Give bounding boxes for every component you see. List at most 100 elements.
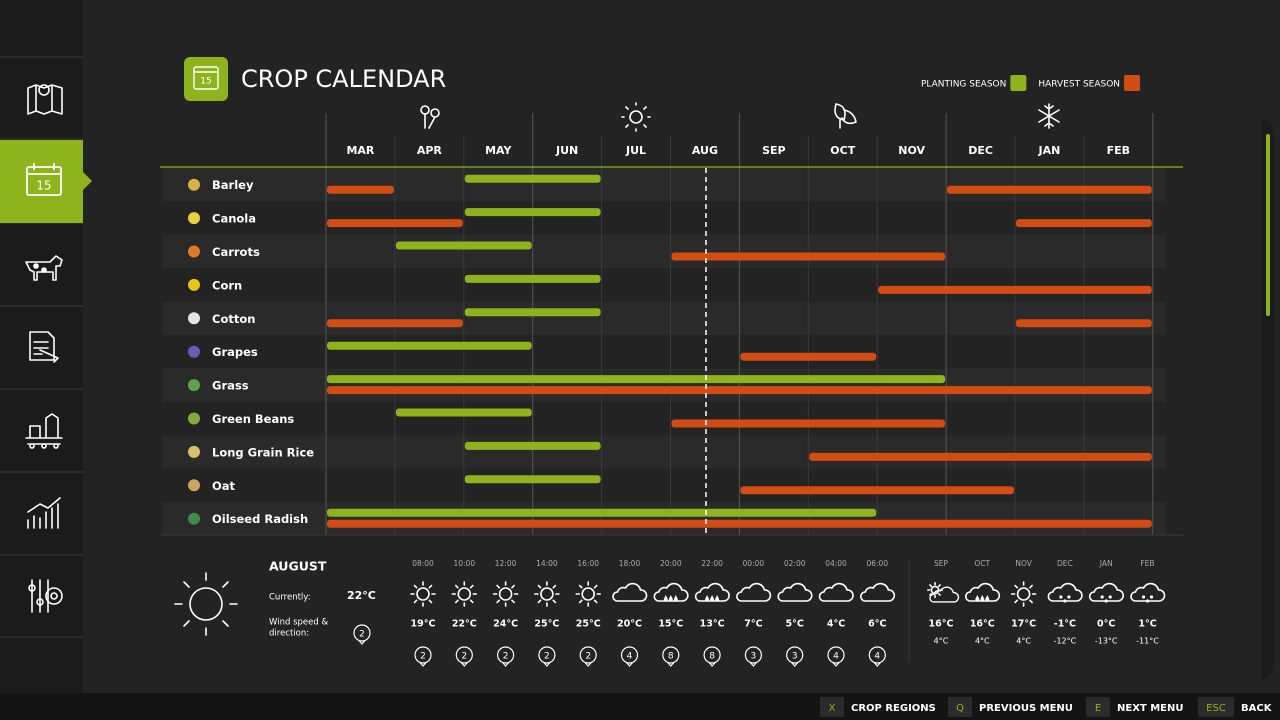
wind-speed: 2 [585,652,591,662]
sun-ray [469,584,474,589]
crop-name: Corn [212,278,242,292]
sun-ray [496,599,501,604]
sun-ray [929,584,932,587]
sun-ray [929,593,932,596]
scrollbar[interactable] [1262,118,1274,680]
harvest-bar [327,386,1152,395]
cloud [777,582,813,602]
planting-bar [395,408,532,417]
wind-circle [703,646,721,664]
map-tab[interactable] [27,84,63,115]
footer-button[interactable]: X CROP REGIONS [820,697,936,717]
summer-icon [621,102,651,132]
winter-icon [1038,103,1060,129]
footer-button[interactable]: E NEXT MENU [1086,697,1183,717]
day-high: 17°C [1011,619,1036,630]
crop-name: Green Beans [212,412,294,426]
statistics-tab[interactable] [27,497,61,529]
day-low: 4°C [934,637,949,646]
sun-ray [578,599,583,604]
planting-bar [327,341,532,350]
sun-ray [1029,599,1033,604]
crop-icon [188,412,200,425]
hour-temp: 15°C [658,619,683,630]
sun-ray [511,584,515,589]
cloud [1088,582,1124,602]
calendar-tab[interactable]: 15 [0,140,92,223]
crop-name: Carrots [212,245,260,259]
planting-bar [464,308,601,317]
planting-bar [327,375,946,384]
weather-icon [1130,582,1166,603]
crop-name: Grass [212,379,249,393]
title: CROP CALENDAR [241,65,446,93]
weather-icon [777,582,813,602]
planting-bar [464,274,601,283]
snow-flake [1063,599,1067,603]
wind-circle [620,646,639,664]
crop-name: Oat [212,479,236,493]
cloud [818,582,854,602]
month-label: MAY [485,144,512,157]
weather-icon [612,582,648,602]
sun-ray [413,584,418,589]
cloud [1130,582,1166,602]
month-label: NOV [898,144,925,157]
hour-temp: 6°C [868,619,886,630]
crop-icon [188,212,200,225]
hour-temp: 4°C [827,619,845,630]
wind-circle [455,646,473,664]
row-bg [162,335,1166,369]
legend-label: HARVEST SEASON [1038,80,1120,90]
wind-indicator: 2 [414,646,432,667]
harvest-bar [327,519,1152,528]
hour-label: 08:00 [412,559,434,568]
row-bg [162,401,1166,436]
sun-ray [469,599,474,604]
key-box [1198,697,1234,717]
season-icons [420,102,1060,132]
harvest-bar [740,352,877,361]
snow-flake [1104,599,1108,603]
weather-icon [927,582,960,603]
current-weather-icon [174,572,238,636]
sun-core [416,587,430,601]
snow-flake [1059,595,1063,599]
day-high: -1°C [1054,619,1076,630]
wind-indicator: 3 [786,646,804,667]
hour-temp: 13°C [700,619,725,630]
animals-tab[interactable] [25,255,63,281]
row-bg [162,234,1166,269]
hour-label: 20:00 [660,559,682,568]
hour-temp: 25°C [534,619,559,630]
rain-drop [705,595,710,601]
contracts-tab[interactable] [29,331,59,363]
wind-indicator: 4 [620,646,639,667]
hour-label: 02:00 [784,559,806,568]
rain-drop [715,595,720,601]
production-tab[interactable] [25,413,63,449]
row-bg [162,168,1166,202]
row-bg [162,435,1166,469]
sun-ray [413,599,418,604]
sun-ray [428,584,433,589]
rain-drop [673,595,678,601]
key-box [820,697,844,717]
harvest-bar [671,419,946,428]
settings-tab[interactable] [28,579,63,613]
planting-bar [464,441,601,450]
footer-button[interactable]: ESC BACK [1198,697,1273,717]
row-bg [162,468,1166,502]
sun-ray [938,593,941,596]
wind-speed: 2 [544,652,550,662]
footer-bar [0,693,1280,720]
sun-core [457,587,472,601]
wind-indicator: 8 [662,646,680,667]
wind-circle [662,646,680,664]
wind-speed: 2 [420,652,426,662]
footer: X CROP REGIONS Q PREVIOUS MENU E NEXT MENU ESC… [820,697,1273,717]
footer-button[interactable]: Q PREVIOUS MENU [948,697,1073,717]
wind-circle [868,646,886,664]
title-icon: 15 [184,57,228,101]
